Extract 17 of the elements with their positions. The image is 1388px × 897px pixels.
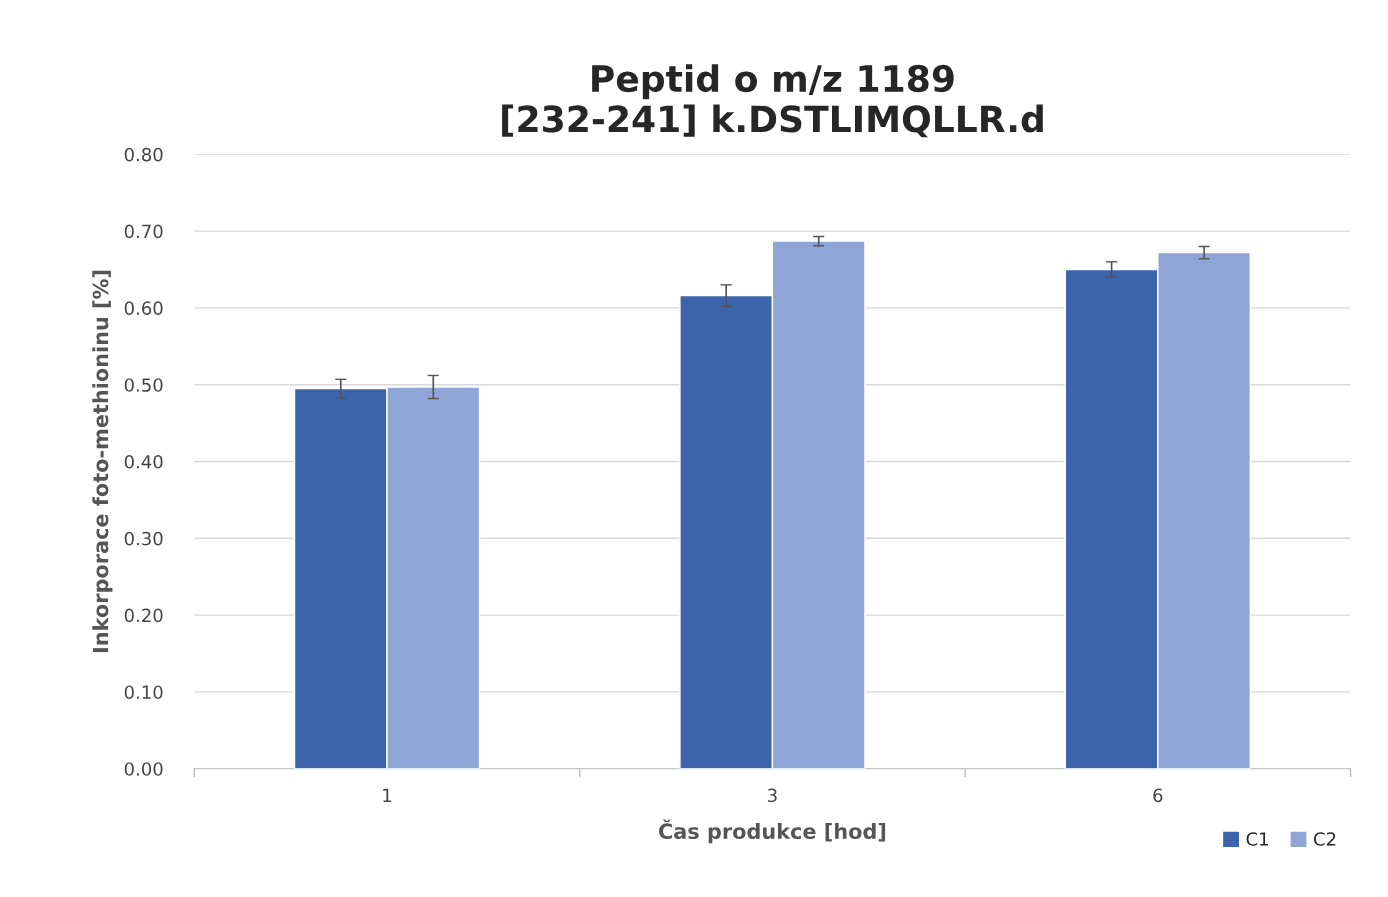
y-tick-label: 0.10 — [124, 685, 163, 700]
legend-label: C2 — [1313, 832, 1336, 846]
y-tick-label: 0.00 — [124, 762, 163, 776]
y-tick-label: 0.40 — [124, 454, 163, 469]
y-tick-label: 0.70 — [124, 224, 163, 239]
x-tick-label: 1 — [383, 788, 392, 802]
y-axis-title: Inkorporace foto-methioninu [%] — [92, 270, 113, 653]
x-tick-label: 3 — [768, 788, 777, 803]
legend-label: C1 — [1246, 832, 1268, 846]
y-tick-label: 0.50 — [124, 378, 163, 392]
y-tick-label: 0.80 — [124, 147, 163, 162]
y-tick-label: 0.60 — [124, 301, 163, 316]
x-tick-label: 6 — [1153, 788, 1163, 803]
chart-title: Peptid o m/z 1189 [232-241] k.DSTLIMQLLR.d — [502, 64, 1043, 138]
y-tick-label: 0.30 — [124, 531, 163, 546]
x-axis-title: Čas produkce [hod] — [659, 819, 886, 844]
y-tick-label: 0.20 — [124, 608, 163, 623]
